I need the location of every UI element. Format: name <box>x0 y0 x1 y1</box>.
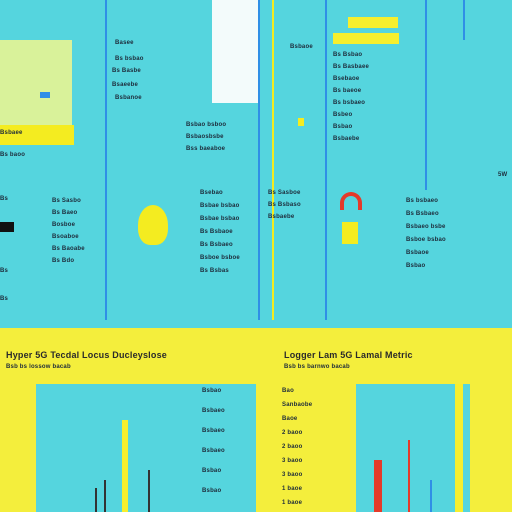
yellow-block <box>298 118 304 126</box>
label: Bs bsbaeo <box>333 100 366 106</box>
white-panel <box>212 0 258 103</box>
red-bar <box>374 460 382 512</box>
label: Bs Bsbaoe <box>200 229 233 235</box>
list-item: Bsbao <box>202 468 222 474</box>
black-block <box>0 222 14 232</box>
label: Bs Basbe <box>112 68 141 74</box>
yellow-pin <box>342 222 358 244</box>
label: Bsebao <box>200 190 223 196</box>
label: Bsbeo <box>333 112 353 118</box>
label: Bsbaebe <box>333 136 360 142</box>
label: Bsbaeo bsbe <box>406 224 446 230</box>
list-item: Bsbaeo <box>202 448 225 454</box>
list-item: 3 baoo <box>282 458 303 464</box>
list-item: Baoe <box>282 416 298 422</box>
section-subtitle: Bsb bs barnwo bacab <box>284 364 350 370</box>
label: Bs Bsbaeo <box>406 211 439 217</box>
label: Bs baoo <box>0 152 26 158</box>
label: Bsbaosbsbe <box>186 134 224 140</box>
label: Bs Bsbaso <box>268 202 301 208</box>
label: Bs Bsbas <box>200 268 229 274</box>
label: Bs Baoabe <box>52 246 85 252</box>
label: Bsaeebe <box>112 82 139 88</box>
divider <box>105 0 107 320</box>
pale-panel <box>0 40 72 130</box>
label: Bsbao <box>406 263 426 269</box>
list-item: 2 baoo <box>282 444 303 450</box>
list-item: Bsbao <box>202 388 222 394</box>
label: Bsebaoe <box>333 76 360 82</box>
thin-bar <box>95 488 97 512</box>
label: Bsbao bsboo <box>186 122 227 128</box>
yellow-panel <box>256 384 356 512</box>
list-item: 2 baoo <box>282 430 303 436</box>
label: Bsbanoe <box>115 95 142 101</box>
yellow-chip <box>348 17 398 28</box>
yellow-panel <box>470 384 512 512</box>
label: Bsbao <box>333 124 353 130</box>
yellow-band <box>0 328 512 384</box>
divider <box>325 0 327 320</box>
section-title: Hyper 5G Tecdal Locus Ducleyslose <box>6 350 167 360</box>
yellow-panel <box>0 384 36 512</box>
divider <box>258 0 260 320</box>
yellow-bar <box>122 420 128 512</box>
yellow-bar <box>455 384 463 512</box>
label: Bsbaoe <box>290 44 313 50</box>
divider <box>425 0 427 190</box>
label: Basee <box>115 40 134 46</box>
label: Bs <box>0 268 9 274</box>
label: Bsbaoe <box>406 250 429 256</box>
thin-bar <box>430 480 432 512</box>
label: 5W <box>498 172 508 178</box>
label: Bs Bsbaeo <box>200 242 233 248</box>
thin-bar <box>408 440 410 512</box>
label: Bsbae bsbao <box>200 216 240 222</box>
thin-bar <box>148 470 150 512</box>
yellow-chip <box>333 33 399 44</box>
label: Bs Basbaee <box>333 64 370 70</box>
section-subtitle: Bsb bs lossow bacab <box>6 364 71 370</box>
list-item: Sanbaobe <box>282 402 313 408</box>
label: Bs Bsbao <box>333 52 363 58</box>
list-item: Bsbao <box>202 488 222 494</box>
yellow-pin <box>138 205 168 245</box>
list-item: 3 baoo <box>282 472 303 478</box>
label: Bsbaebe <box>268 214 295 220</box>
label: Bs bsbaeo <box>406 198 439 204</box>
label: Bs <box>0 196 9 202</box>
label: Bs Baeo <box>52 210 78 216</box>
label: Bsbae bsbao <box>200 203 240 209</box>
label: Bs Sasboe <box>268 190 301 196</box>
label: Bsboe bsboe <box>200 255 240 261</box>
yellow-strip <box>0 125 74 145</box>
blue-icon <box>40 92 50 98</box>
label: Bs bsbao <box>115 56 144 62</box>
section-title: Logger Lam 5G Lamal Metric <box>284 350 413 360</box>
label: Bsbaee <box>0 130 23 136</box>
label: Bs Sasbo <box>52 198 81 204</box>
label: Bss baeaboe <box>186 146 226 152</box>
label: Bs Bdo <box>52 258 75 264</box>
list-item: Bao <box>282 388 294 394</box>
red-pin <box>340 192 362 210</box>
label: Bsboe bsbao <box>406 237 446 243</box>
list-item: 1 baoe <box>282 486 303 492</box>
divider <box>463 0 465 40</box>
divider <box>272 0 274 320</box>
label: Bosboe <box>52 222 76 228</box>
label: Bs baeoe <box>333 88 362 94</box>
label: Bsoaboe <box>52 234 79 240</box>
list-item: Bsbaeo <box>202 428 225 434</box>
label: Bs <box>0 296 9 302</box>
list-item: Bsbaeo <box>202 408 225 414</box>
list-item: 1 baoe <box>282 500 303 506</box>
thin-bar <box>104 480 106 512</box>
